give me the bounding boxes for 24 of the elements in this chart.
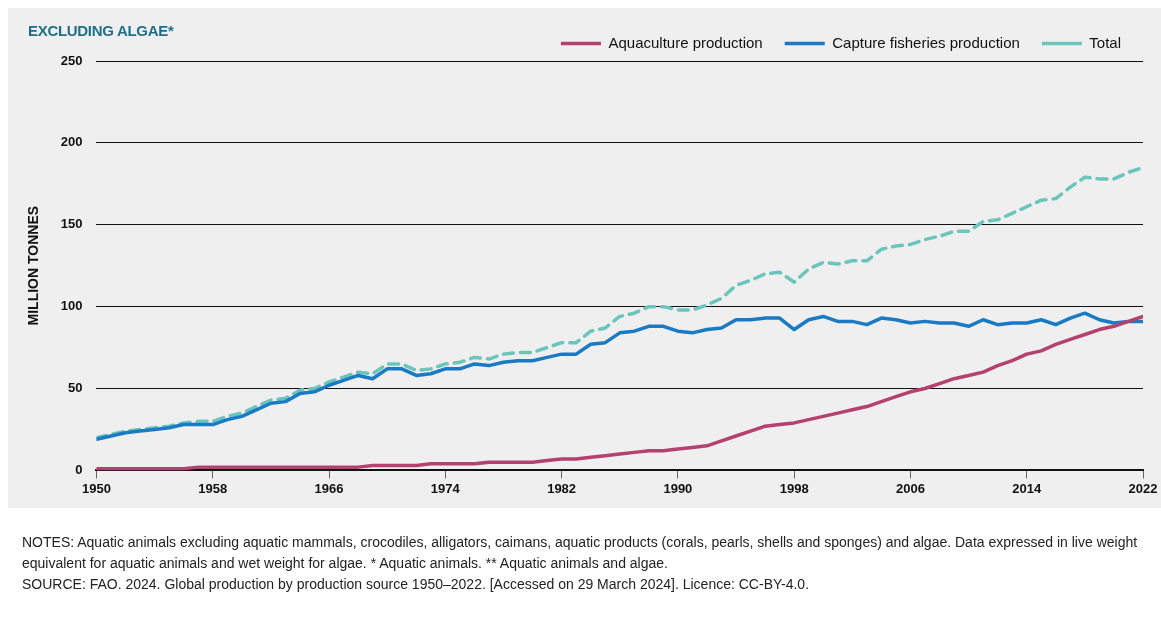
x-tick-label: 1950 [82, 480, 111, 496]
x-tick-label: 1966 [314, 480, 344, 496]
y-tick-label: 250 [60, 52, 83, 68]
x-tick-label: 1974 [430, 480, 461, 496]
chart-title: EXCLUDING ALGAE* [28, 22, 174, 39]
y-tick-label: 50 [68, 380, 83, 396]
x-tick-label: 2014 [1012, 480, 1042, 496]
line-series [96, 165, 1143, 440]
x-tick-label: 1982 [547, 480, 577, 496]
x-tick-label: 1998 [779, 480, 809, 496]
text: NOTES: Aquatic animals excluding aquatic mammals, crocodiles, alligators, caimans, aquatic products (corals, pearls, shells and sponges) and algae. Data expressed in live weight equivalent for aquatic animals and wet weight for algae. * Aquatic animals. ** Aquatic animals and algae. [22, 533, 1139, 573]
legend-label: Capture fisheries production [832, 33, 1020, 51]
x-tick-label: 2022 [1128, 480, 1158, 496]
x-tick-label: 1958 [198, 480, 228, 496]
y-tick-label: 0 [75, 461, 83, 477]
legend-label: Aquaculture production [608, 33, 763, 51]
x-tick-label: 2006 [895, 480, 925, 496]
x-tick-label: 1990 [663, 480, 693, 496]
y-tick-label: 100 [60, 298, 83, 314]
source-note: SOURCE: FAO. 2024. Global production by production source 1950–2022. [Accessed on 29 March 2024]. Licence: CC-BY-4.0. [22, 575, 811, 594]
legend-label: Total [1089, 33, 1121, 51]
y-tick-label: 150 [60, 216, 83, 232]
y-axis-title: MILLION TONNES [25, 205, 42, 326]
y-tick-label: 200 [60, 134, 83, 150]
